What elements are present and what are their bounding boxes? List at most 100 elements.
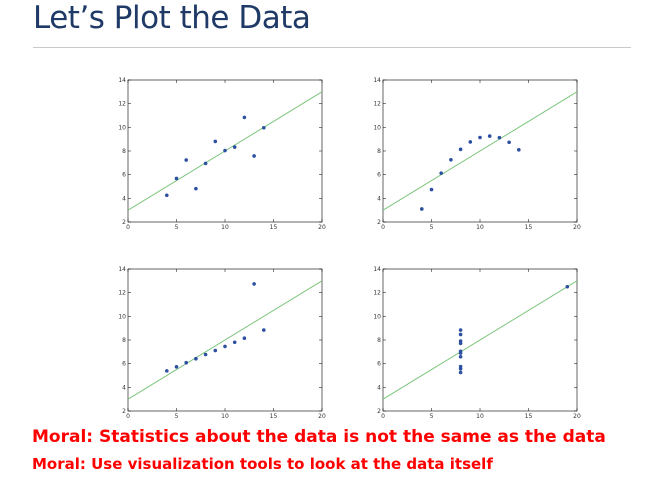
regression-line bbox=[383, 280, 577, 400]
data-point bbox=[203, 161, 208, 166]
data-point bbox=[420, 207, 424, 211]
x-tick-label: 0 bbox=[126, 224, 130, 231]
data-point bbox=[203, 352, 208, 357]
x-tick-label: 10 bbox=[221, 224, 229, 231]
y-tick-label: 8 bbox=[122, 148, 126, 155]
data-point bbox=[429, 187, 434, 192]
data-point bbox=[458, 370, 463, 375]
y-tick-label: 12 bbox=[118, 290, 126, 297]
y-tick-label: 6 bbox=[377, 361, 381, 368]
data-point bbox=[213, 348, 218, 353]
y-tick-label: 2 bbox=[377, 219, 381, 226]
data-point bbox=[242, 336, 247, 341]
y-tick-label: 8 bbox=[377, 148, 381, 155]
y-tick-label: 4 bbox=[122, 384, 126, 391]
data-point bbox=[458, 339, 463, 343]
x-tick-label: 20 bbox=[573, 413, 581, 420]
data-point bbox=[223, 344, 227, 349]
data-point bbox=[478, 135, 482, 140]
title-divider bbox=[33, 47, 631, 48]
data-point bbox=[458, 355, 463, 359]
scatter-plot-3: 2 4 6 8 10 12 14 0 5 10 15 20 bbox=[118, 266, 326, 420]
data-point bbox=[242, 115, 247, 120]
regression-line bbox=[383, 91, 577, 211]
y-tick-label: 12 bbox=[373, 290, 381, 297]
x-tick-label: 15 bbox=[270, 224, 278, 231]
x-tick-label: 0 bbox=[381, 413, 385, 420]
data-point bbox=[468, 140, 473, 144]
x-tick-label: 5 bbox=[430, 413, 434, 420]
y-tick-label: 2 bbox=[122, 219, 126, 226]
data-point bbox=[174, 365, 179, 369]
data-point bbox=[458, 328, 463, 332]
data-point bbox=[439, 171, 443, 175]
data-point bbox=[232, 340, 237, 345]
y-tick-label: 8 bbox=[377, 337, 381, 344]
y-tick-label: 14 bbox=[373, 77, 381, 84]
data-point bbox=[565, 284, 570, 289]
y-tick-label: 2 bbox=[377, 408, 381, 415]
regression-line bbox=[128, 280, 322, 400]
y-tick-label: 14 bbox=[118, 77, 126, 84]
data-point bbox=[517, 148, 521, 152]
y-tick-label: 6 bbox=[377, 172, 381, 179]
data-point bbox=[458, 147, 463, 152]
y-tick-label: 12 bbox=[118, 101, 126, 108]
y-tick-label: 10 bbox=[118, 124, 126, 131]
y-tick-label: 4 bbox=[377, 384, 381, 391]
moral-statement-1: Moral: Statistics about the data is not … bbox=[32, 427, 606, 447]
x-tick-label: 20 bbox=[318, 224, 326, 231]
data-point bbox=[184, 158, 188, 162]
x-tick-label: 15 bbox=[525, 413, 533, 420]
scatter-plot-2: 2 4 6 8 10 12 14 0 5 10 15 20 bbox=[373, 77, 581, 231]
moral-statement-2: Moral: Use visualization tools to look a… bbox=[32, 455, 493, 473]
y-tick-label: 10 bbox=[373, 313, 381, 320]
y-tick-label: 10 bbox=[373, 124, 381, 131]
scatter-plot-4: 2 4 6 8 10 12 14 0 5 10 15 20 bbox=[373, 266, 581, 420]
y-tick-label: 6 bbox=[122, 172, 126, 179]
slide-title: Let’s Plot the Data bbox=[33, 0, 311, 36]
data-point bbox=[252, 282, 256, 286]
data-point bbox=[497, 135, 502, 140]
x-tick-label: 20 bbox=[318, 413, 326, 420]
data-point bbox=[487, 134, 492, 138]
data-point bbox=[458, 351, 463, 355]
x-tick-label: 0 bbox=[381, 224, 385, 231]
data-point bbox=[194, 186, 198, 191]
data-point bbox=[252, 154, 256, 158]
data-point bbox=[232, 145, 237, 149]
x-tick-label: 10 bbox=[476, 413, 484, 420]
x-tick-label: 5 bbox=[175, 224, 179, 231]
y-tick-label: 14 bbox=[118, 266, 126, 273]
data-point bbox=[165, 369, 169, 373]
data-point bbox=[184, 360, 188, 365]
y-tick-label: 12 bbox=[373, 101, 381, 108]
x-tick-label: 0 bbox=[126, 413, 130, 420]
x-tick-label: 20 bbox=[573, 224, 581, 231]
y-tick-label: 2 bbox=[122, 408, 126, 415]
data-point bbox=[507, 140, 511, 145]
data-point bbox=[449, 157, 453, 162]
y-tick-label: 6 bbox=[122, 361, 126, 368]
y-tick-label: 14 bbox=[373, 266, 381, 273]
y-tick-label: 4 bbox=[122, 195, 126, 202]
data-point bbox=[194, 356, 198, 361]
data-point bbox=[458, 332, 463, 337]
data-point bbox=[174, 176, 179, 181]
data-point bbox=[165, 193, 169, 198]
y-tick-label: 4 bbox=[377, 195, 381, 202]
scatter-plot-1: 2 4 6 8 10 12 14 0 5 10 15 20 bbox=[118, 77, 326, 231]
x-tick-label: 10 bbox=[476, 224, 484, 231]
x-tick-label: 15 bbox=[270, 413, 278, 420]
data-point bbox=[262, 328, 266, 332]
x-tick-label: 5 bbox=[430, 224, 434, 231]
x-tick-label: 15 bbox=[525, 224, 533, 231]
x-tick-label: 5 bbox=[175, 413, 179, 420]
data-point bbox=[262, 126, 266, 130]
y-tick-label: 8 bbox=[122, 337, 126, 344]
y-tick-label: 10 bbox=[118, 313, 126, 320]
x-tick-label: 10 bbox=[221, 413, 229, 420]
data-point bbox=[213, 139, 218, 144]
data-point bbox=[223, 148, 227, 153]
data-point bbox=[458, 367, 463, 371]
